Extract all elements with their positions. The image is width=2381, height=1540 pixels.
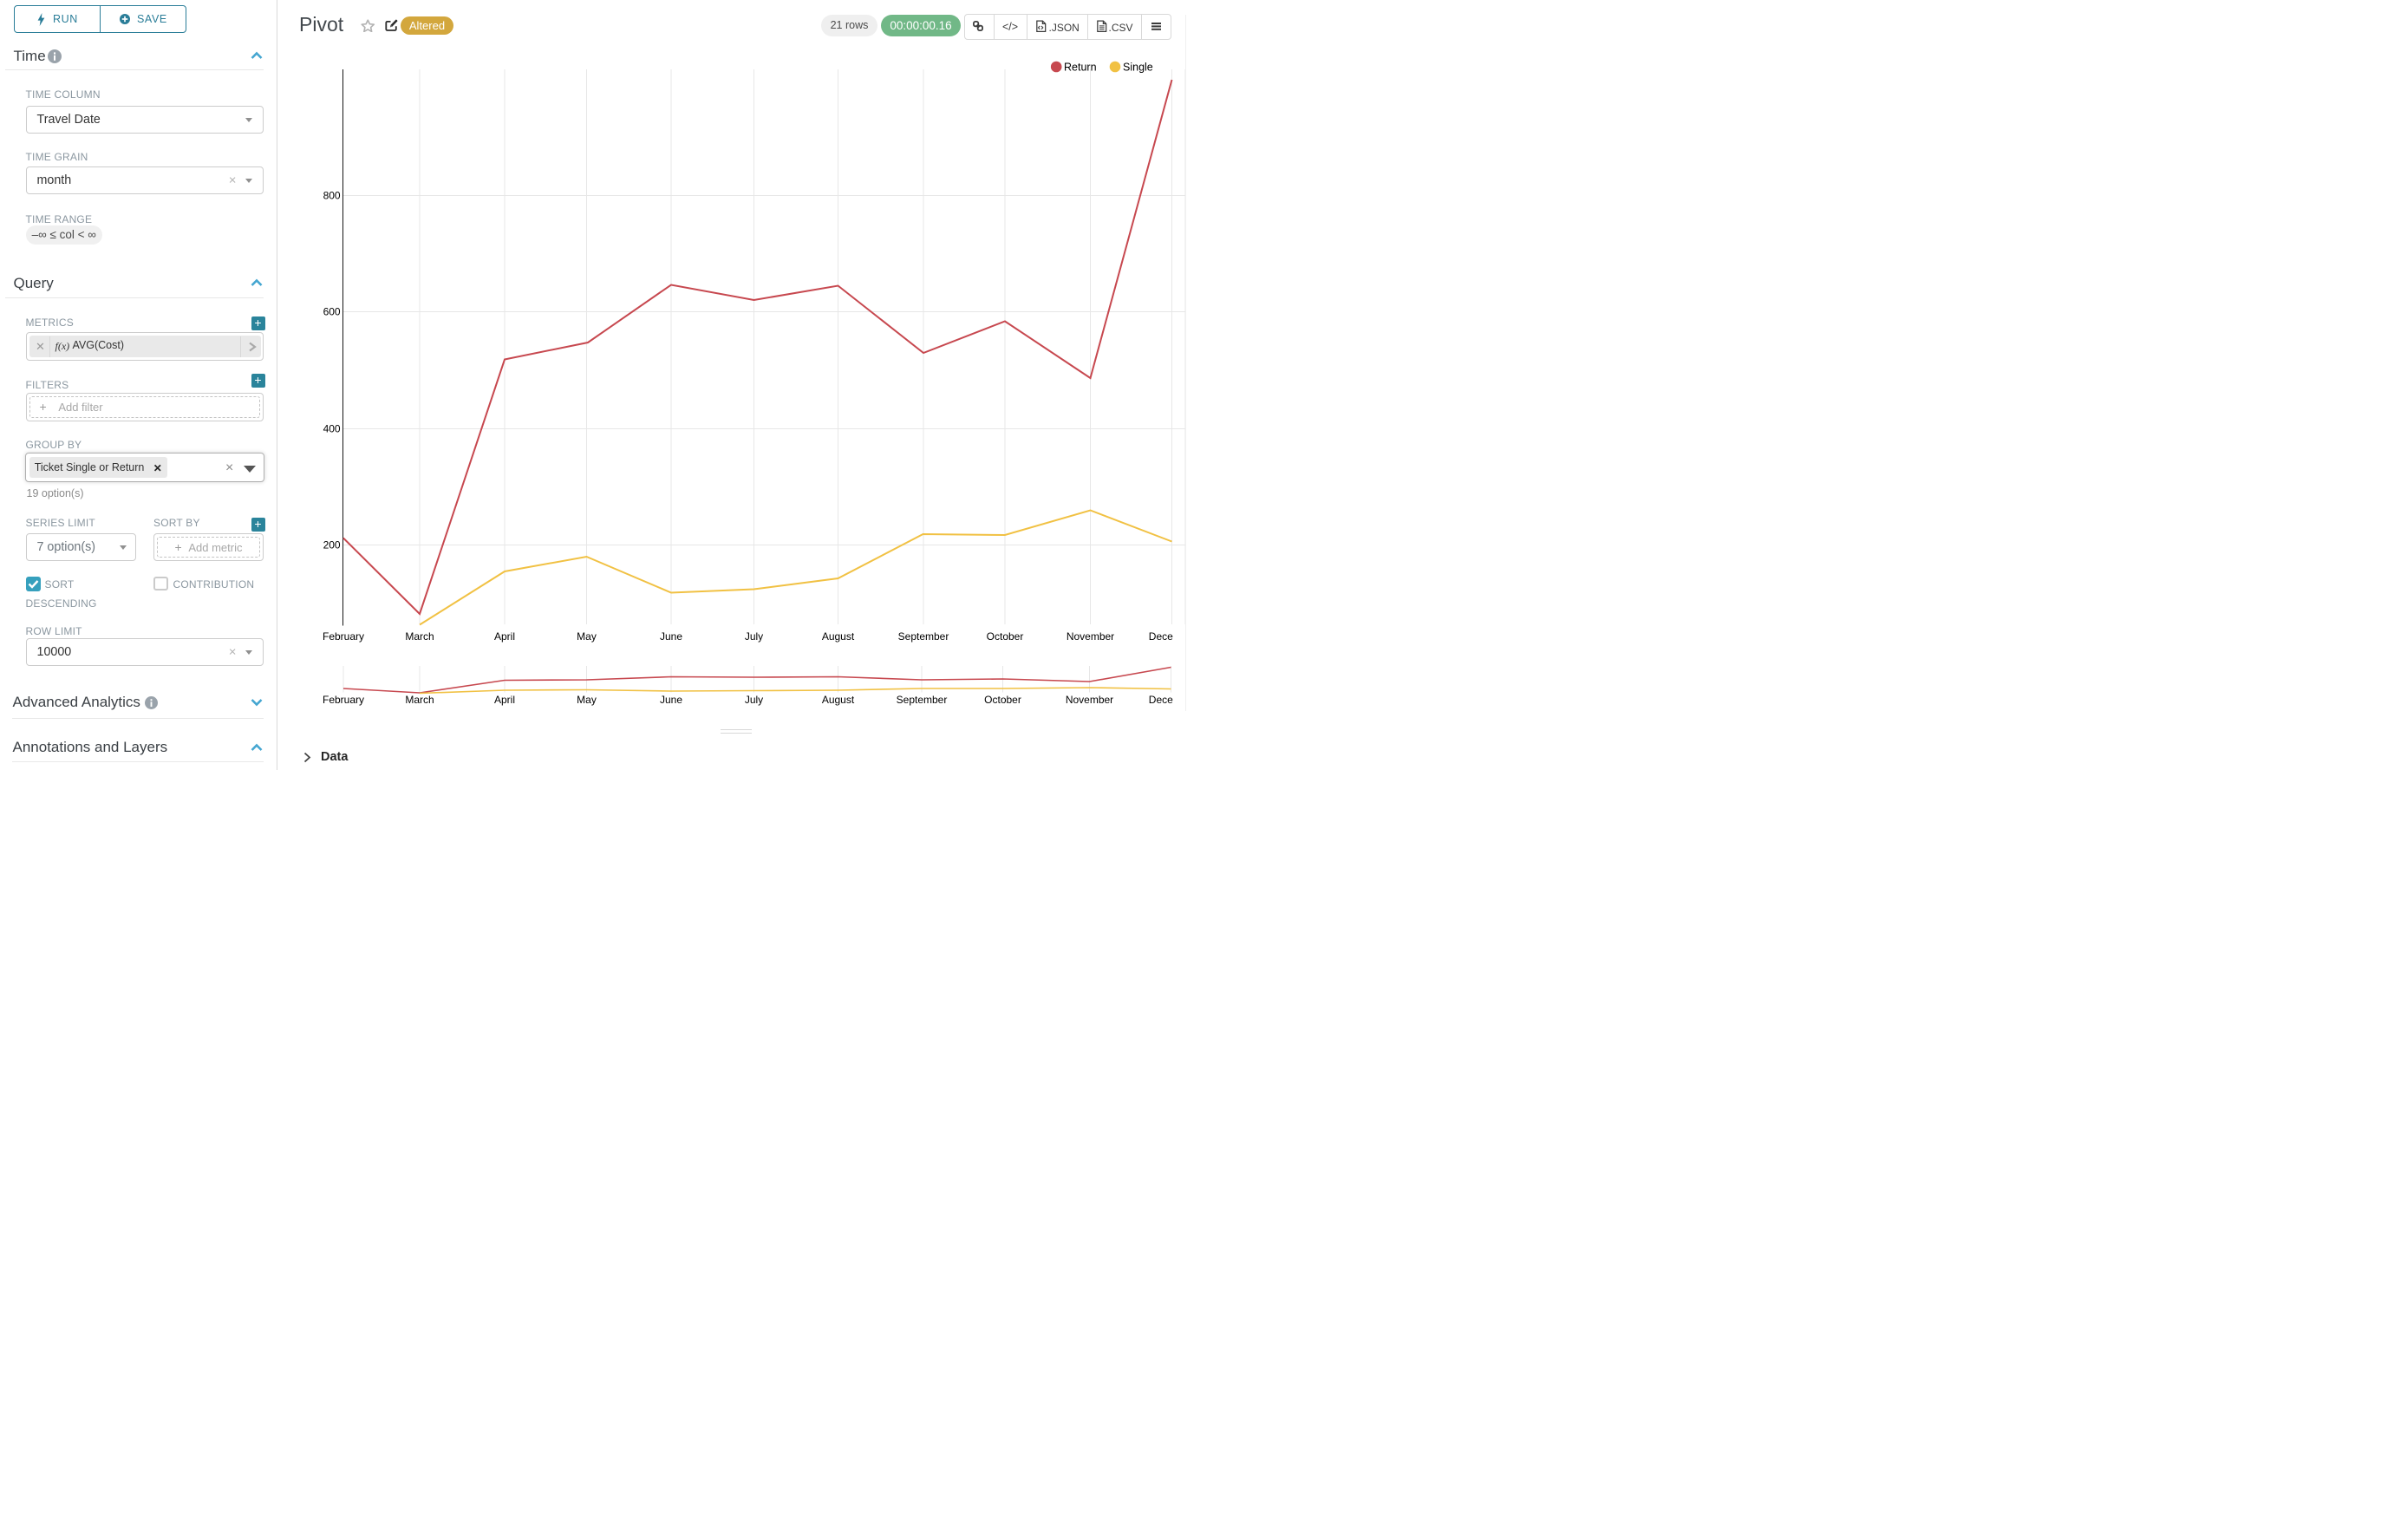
svg-text:March: March — [405, 694, 434, 706]
svg-text:April: April — [494, 694, 515, 706]
svg-text:Return: Return — [1064, 62, 1097, 74]
svg-text:200: 200 — [323, 539, 341, 551]
svg-text:February: February — [323, 630, 364, 643]
svg-text:October: October — [984, 694, 1021, 706]
svg-text:Dece: Dece — [1149, 630, 1173, 643]
svg-text:April: April — [494, 630, 515, 643]
svg-text:800: 800 — [323, 190, 341, 202]
svg-text:February: February — [323, 694, 364, 706]
svg-text:June: June — [660, 694, 682, 706]
svg-text:November: November — [1066, 694, 1113, 706]
svg-text:August: August — [822, 694, 855, 706]
svg-text:November: November — [1067, 630, 1114, 643]
svg-text:May: May — [577, 694, 597, 706]
svg-text:600: 600 — [323, 306, 341, 318]
svg-text:Dece: Dece — [1149, 694, 1173, 706]
svg-text:Single: Single — [1123, 62, 1153, 74]
svg-text:July: July — [745, 630, 763, 643]
svg-text:March: March — [405, 630, 434, 643]
svg-text:September: September — [898, 630, 949, 643]
svg-text:400: 400 — [323, 423, 341, 435]
svg-text:October: October — [987, 630, 1024, 643]
svg-text:September: September — [897, 694, 948, 706]
svg-text:July: July — [745, 694, 763, 706]
svg-text:June: June — [660, 630, 682, 643]
svg-text:May: May — [577, 630, 597, 643]
svg-text:August: August — [822, 630, 855, 643]
